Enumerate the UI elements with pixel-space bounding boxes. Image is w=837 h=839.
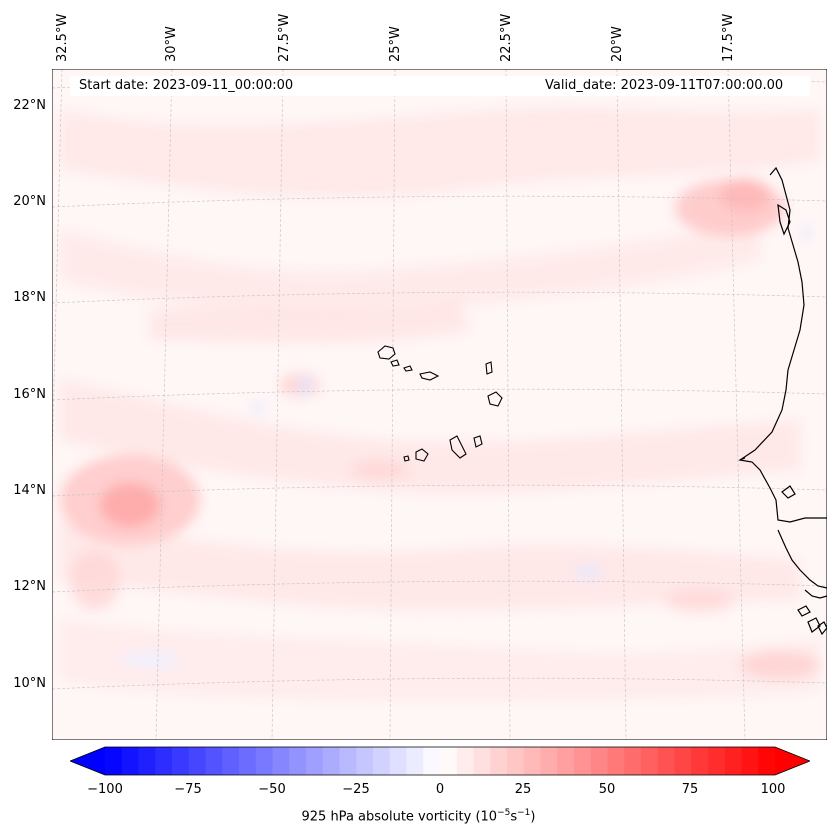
colorbar-cell (473, 747, 491, 775)
colorbar-cell (674, 747, 692, 775)
colorbar-cell (507, 747, 525, 775)
colorbar-cell (557, 747, 575, 775)
colorbar-cell (188, 747, 207, 775)
colorbar-cell (708, 747, 726, 775)
colorbar-cell (590, 747, 609, 775)
colorbar-tick: −50 (258, 782, 286, 797)
colorbar-cell (406, 747, 424, 775)
lat-label-20n: 20°N (13, 194, 46, 209)
colorbar-cell (138, 747, 156, 775)
colorbar-max-extend (775, 747, 810, 775)
colorbar-tick: 0 (435, 782, 445, 797)
colorbar-cell (641, 747, 659, 775)
colorbar-tick: 50 (598, 782, 616, 797)
colorbar-cell (741, 747, 759, 775)
colorbar-cell (289, 747, 307, 775)
colorbar-cell (456, 747, 475, 775)
cape-verde-islands (377, 345, 503, 462)
colorbar-cell (172, 747, 190, 775)
colorbar-cell (423, 747, 441, 775)
colorbar (70, 746, 810, 776)
colorbar-cell (490, 747, 508, 775)
colorbar-cell (657, 747, 676, 775)
colorbar-cells (105, 747, 776, 775)
colorbar-cell (205, 747, 223, 775)
lon-label-27-5w: 27.5°W (277, 13, 292, 62)
lat-label-10n: 10°N (13, 676, 46, 691)
colorbar-min-extend (70, 747, 105, 775)
colorbar-cell (339, 747, 357, 775)
colorbar-cell (255, 747, 274, 775)
lat-label-18n: 18°N (13, 290, 46, 305)
colorbar-cell (105, 747, 123, 775)
coastline (738, 166, 827, 636)
colorbar-tick: −100 (87, 782, 123, 797)
info-strip (70, 76, 810, 96)
colorbar-cell (306, 747, 324, 775)
colorbar-cell (322, 747, 341, 775)
colorbar-tick: −75 (174, 782, 202, 797)
vorticity-field (60, 107, 820, 700)
colorbar-tick: 100 (760, 782, 786, 797)
vorticity-map (52, 69, 827, 740)
colorbar-cell (607, 747, 625, 775)
colorbar-cell (155, 747, 173, 775)
colorbar-cell (373, 747, 391, 775)
colorbar-cell (624, 747, 642, 775)
lon-label-25w: 25°W (388, 26, 403, 62)
colorbar-cell (121, 747, 140, 775)
lon-label-22-5w: 22.5°W (499, 13, 514, 62)
lat-label-16n: 16°N (13, 387, 46, 402)
colorbar-cell (222, 747, 240, 775)
colorbar-cell (724, 747, 743, 775)
colorbar-tick: 25 (514, 782, 532, 797)
start-date-label: Start date: 2023-09-11_00:00:00 (79, 78, 294, 93)
lat-label-22n: 22°N (13, 98, 46, 113)
colorbar-cell (691, 747, 709, 775)
colorbar-cell (272, 747, 290, 775)
colorbar-cell (523, 747, 542, 775)
colorbar-cell (239, 747, 257, 775)
lat-label-14n: 14°N (13, 483, 46, 498)
colorbar-cell (440, 747, 458, 775)
colorbar-tick: 75 (681, 782, 699, 797)
colorbar-title: 925 hPa absolute vorticity (10−5s−1) (301, 808, 536, 825)
lon-label-32-5w: 32.5°W (55, 13, 70, 62)
colorbar-cell (356, 747, 374, 775)
lon-label-17-5w: 17.5°W (721, 13, 736, 62)
lat-label-12n: 12°N (13, 579, 46, 594)
colorbar-cell (758, 747, 776, 775)
valid-date-label: Valid_date: 2023-09-11T07:00:00.00 (545, 78, 784, 93)
lon-label-30w: 30°W (164, 26, 179, 62)
colorbar-cell (574, 747, 592, 775)
lon-label-20w: 20°W (610, 26, 625, 62)
colorbar-cell (389, 747, 408, 775)
colorbar-tick: −25 (342, 782, 370, 797)
colorbar-cell (540, 747, 558, 775)
